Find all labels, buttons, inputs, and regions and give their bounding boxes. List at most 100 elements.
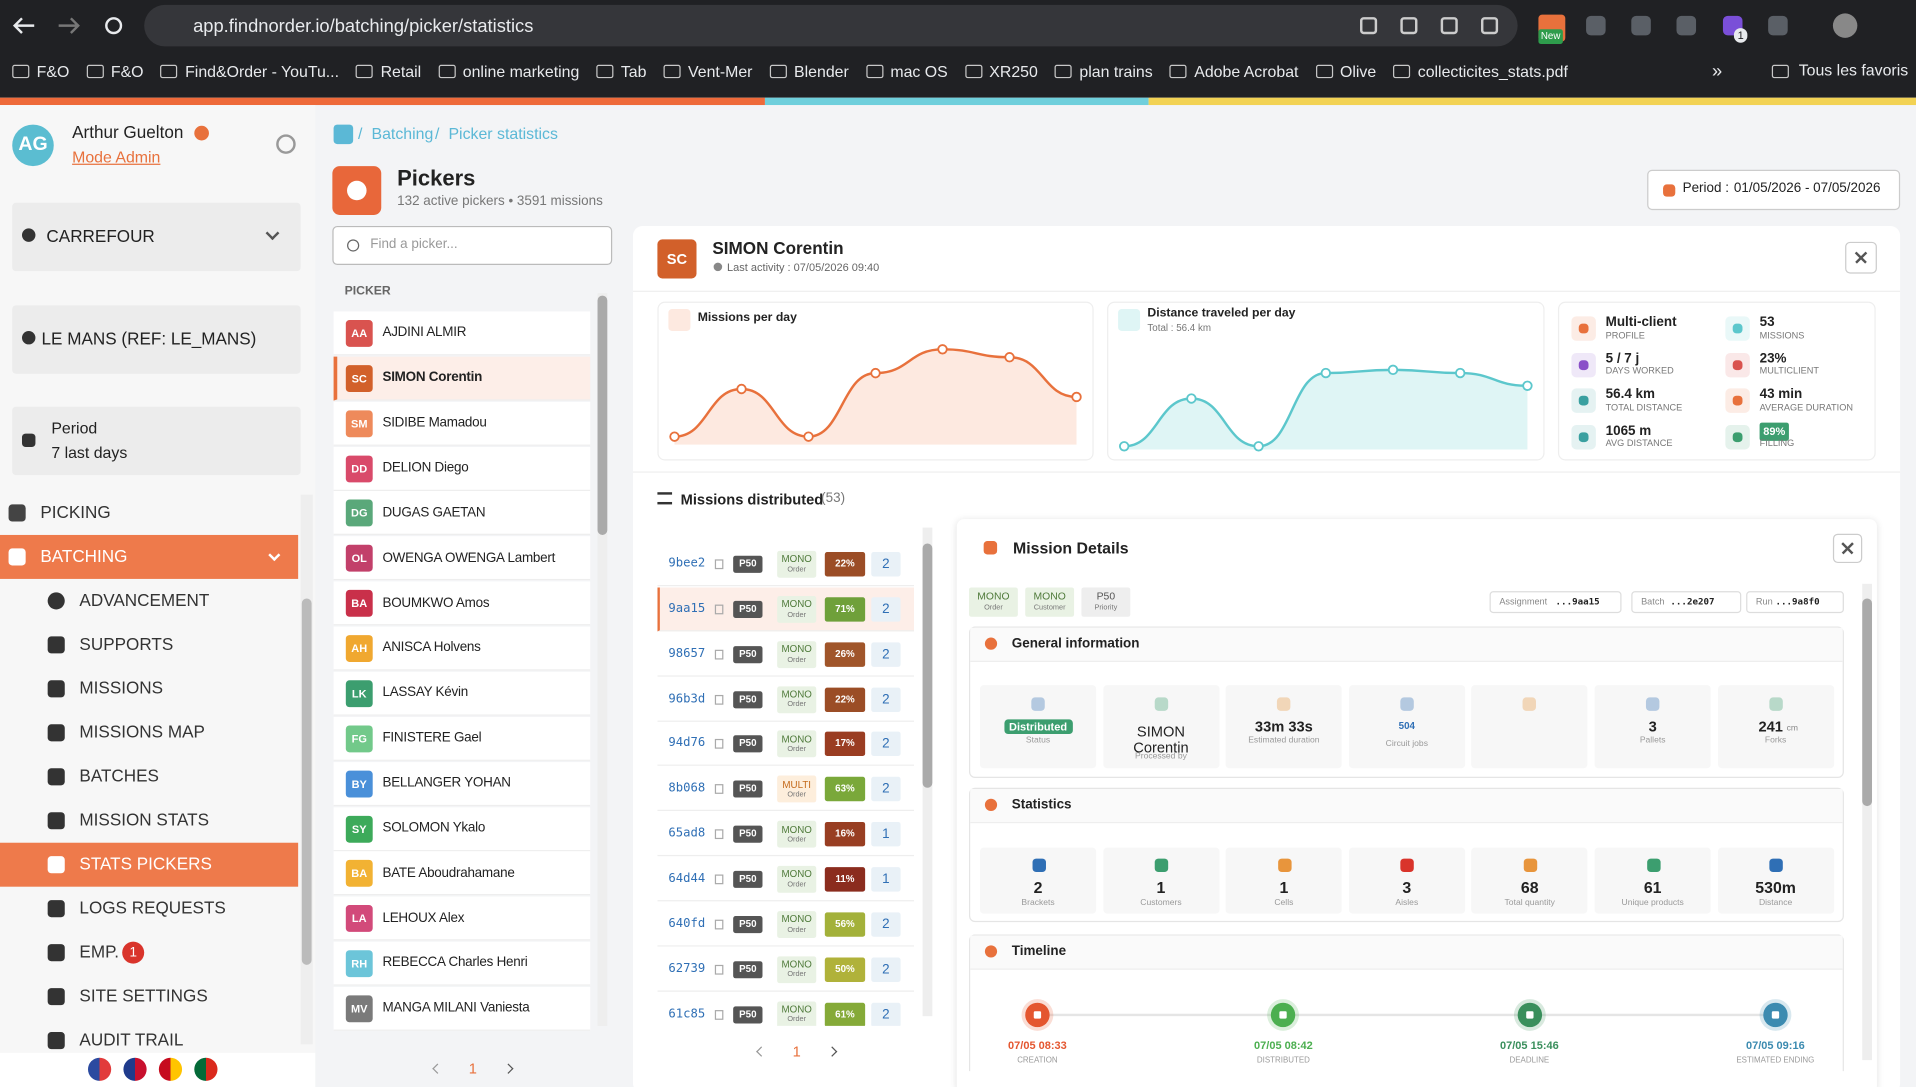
sidebar-scroll-thumb[interactable] [301, 598, 312, 965]
icon[interactable] [194, 125, 209, 141]
nav-item[interactable]: MISSIONS [79, 678, 164, 698]
scroll-thumb[interactable] [1862, 598, 1873, 807]
picker-row[interactable] [333, 941, 591, 986]
bookmark[interactable]: online marketing [438, 62, 579, 80]
picker-row[interactable] [333, 446, 591, 491]
site-select[interactable] [12, 305, 301, 374]
picker-row[interactable] [333, 716, 591, 761]
toolbar-icon[interactable] [1440, 17, 1458, 35]
extension-icon[interactable] [1768, 15, 1788, 36]
nav-item[interactable]: MISSIONS MAP [79, 722, 205, 742]
ref-chip[interactable] [1489, 591, 1622, 614]
nav-section-active[interactable] [0, 534, 299, 579]
nav-item[interactable]: EMP. [79, 941, 120, 962]
mission-row[interactable] [657, 722, 915, 767]
extension-icon[interactable] [1676, 15, 1697, 36]
bookmark[interactable]: mac OS [865, 62, 948, 80]
mission-row[interactable] [657, 677, 915, 722]
missions-scroll-thumb[interactable] [922, 543, 933, 788]
bookmark[interactable]: Vent-Mer [663, 62, 752, 80]
mission-id: 8b068 [668, 781, 706, 796]
mission-row[interactable] [657, 632, 915, 677]
reload-button[interactable] [105, 17, 123, 35]
nav-item[interactable]: MISSION STATS [79, 809, 210, 830]
picker-row[interactable] [333, 986, 591, 1031]
breadcrumb-item[interactable]: Batching [371, 124, 434, 143]
bookmark[interactable]: plan trains [1054, 62, 1153, 80]
all-bookmarks[interactable]: Tous les favoris [1798, 60, 1909, 80]
search-box[interactable] [332, 225, 613, 266]
ref-chip[interactable] [1746, 591, 1844, 614]
toolbar-icon[interactable] [1480, 17, 1499, 35]
picker-row[interactable] [333, 356, 591, 401]
nav-item[interactable]: AUDIT TRAIL [79, 1029, 184, 1050]
nav-item[interactable]: SITE SETTINGS [79, 985, 208, 1006]
more-bookmarks[interactable]: » [1711, 60, 1723, 82]
bookmark[interactable]: F&O [12, 62, 69, 80]
nav-item[interactable]: SUPPORTS [79, 634, 174, 654]
flag[interactable] [194, 1057, 218, 1081]
toolbar-icon[interactable] [1360, 17, 1378, 35]
flag[interactable] [87, 1057, 112, 1081]
icon[interactable] [8, 504, 26, 522]
flag[interactable] [123, 1057, 147, 1081]
period-select[interactable] [12, 406, 301, 476]
mission-row[interactable] [657, 767, 915, 812]
forward-button[interactable] [58, 17, 80, 34]
period-button[interactable] [1647, 169, 1901, 211]
folder-icon[interactable] [1771, 64, 1789, 79]
logout-button[interactable] [276, 134, 296, 154]
page-number[interactable]: 1 [468, 1059, 477, 1077]
mission-row[interactable] [657, 812, 915, 857]
icon [1578, 431, 1589, 442]
picker-row[interactable] [333, 401, 591, 446]
picker-row[interactable] [333, 761, 591, 806]
picker-row[interactable] [333, 536, 591, 581]
bookmark[interactable]: Blender [769, 62, 849, 80]
toolbar-icon[interactable] [1400, 17, 1418, 35]
icon[interactable] [333, 124, 354, 145]
ref-chip[interactable] [1631, 591, 1742, 614]
picker-row[interactable] [333, 851, 591, 896]
page-number[interactable]: 1 [792, 1042, 801, 1060]
profile[interactable] [1832, 13, 1858, 38]
picker-row[interactable] [333, 896, 591, 941]
nav-item[interactable]: ADVANCEMENT [79, 590, 210, 610]
picker-scroll-thumb[interactable] [597, 295, 608, 535]
close-button[interactable] [1832, 533, 1863, 564]
nav-item[interactable]: STATS PICKERS [79, 853, 212, 874]
picker-row[interactable] [333, 311, 591, 356]
bookmark[interactable]: Olive [1315, 62, 1376, 80]
flag[interactable] [158, 1057, 183, 1081]
address-bar[interactable] [144, 4, 1518, 47]
picker-row[interactable] [333, 491, 591, 536]
nav-item[interactable]: LOGS REQUESTS [79, 897, 226, 918]
nav-item[interactable]: BATCHES [79, 766, 159, 786]
bookmark[interactable]: F&O [86, 62, 144, 80]
picker-row[interactable] [333, 581, 591, 626]
picker-row[interactable] [333, 671, 591, 716]
mission-row[interactable] [657, 857, 915, 902]
timeline-time: 07/05 08:33 [1008, 1038, 1067, 1052]
bookmark[interactable]: Retail [356, 62, 421, 80]
mission-row[interactable] [657, 542, 915, 587]
back-button[interactable] [12, 17, 35, 34]
picker-row[interactable] [333, 626, 591, 671]
picker-avatar: DG [345, 500, 373, 527]
extension-icon[interactable] [1631, 15, 1651, 36]
picker-row[interactable] [333, 806, 591, 851]
bookmark[interactable]: Tab [596, 62, 646, 80]
bookmark[interactable]: Find&Order - YouTu... [160, 62, 339, 80]
close-button[interactable] [1845, 241, 1877, 274]
nav-section[interactable]: PICKING [40, 502, 111, 522]
mission-row[interactable] [657, 902, 915, 947]
bookmark[interactable]: collecticites_stats.pdf [1393, 62, 1568, 80]
company-select[interactable] [12, 202, 301, 272]
mission-type-label: MONO [781, 823, 812, 835]
mission-row[interactable] [657, 947, 915, 992]
admin-mode[interactable]: Mode Admin [72, 147, 161, 166]
bookmark[interactable]: XR250 [964, 62, 1038, 80]
extension-icon[interactable] [1586, 15, 1606, 36]
bookmark[interactable]: Adobe Acrobat [1169, 62, 1298, 80]
mission-type-sub: Order [787, 836, 807, 844]
